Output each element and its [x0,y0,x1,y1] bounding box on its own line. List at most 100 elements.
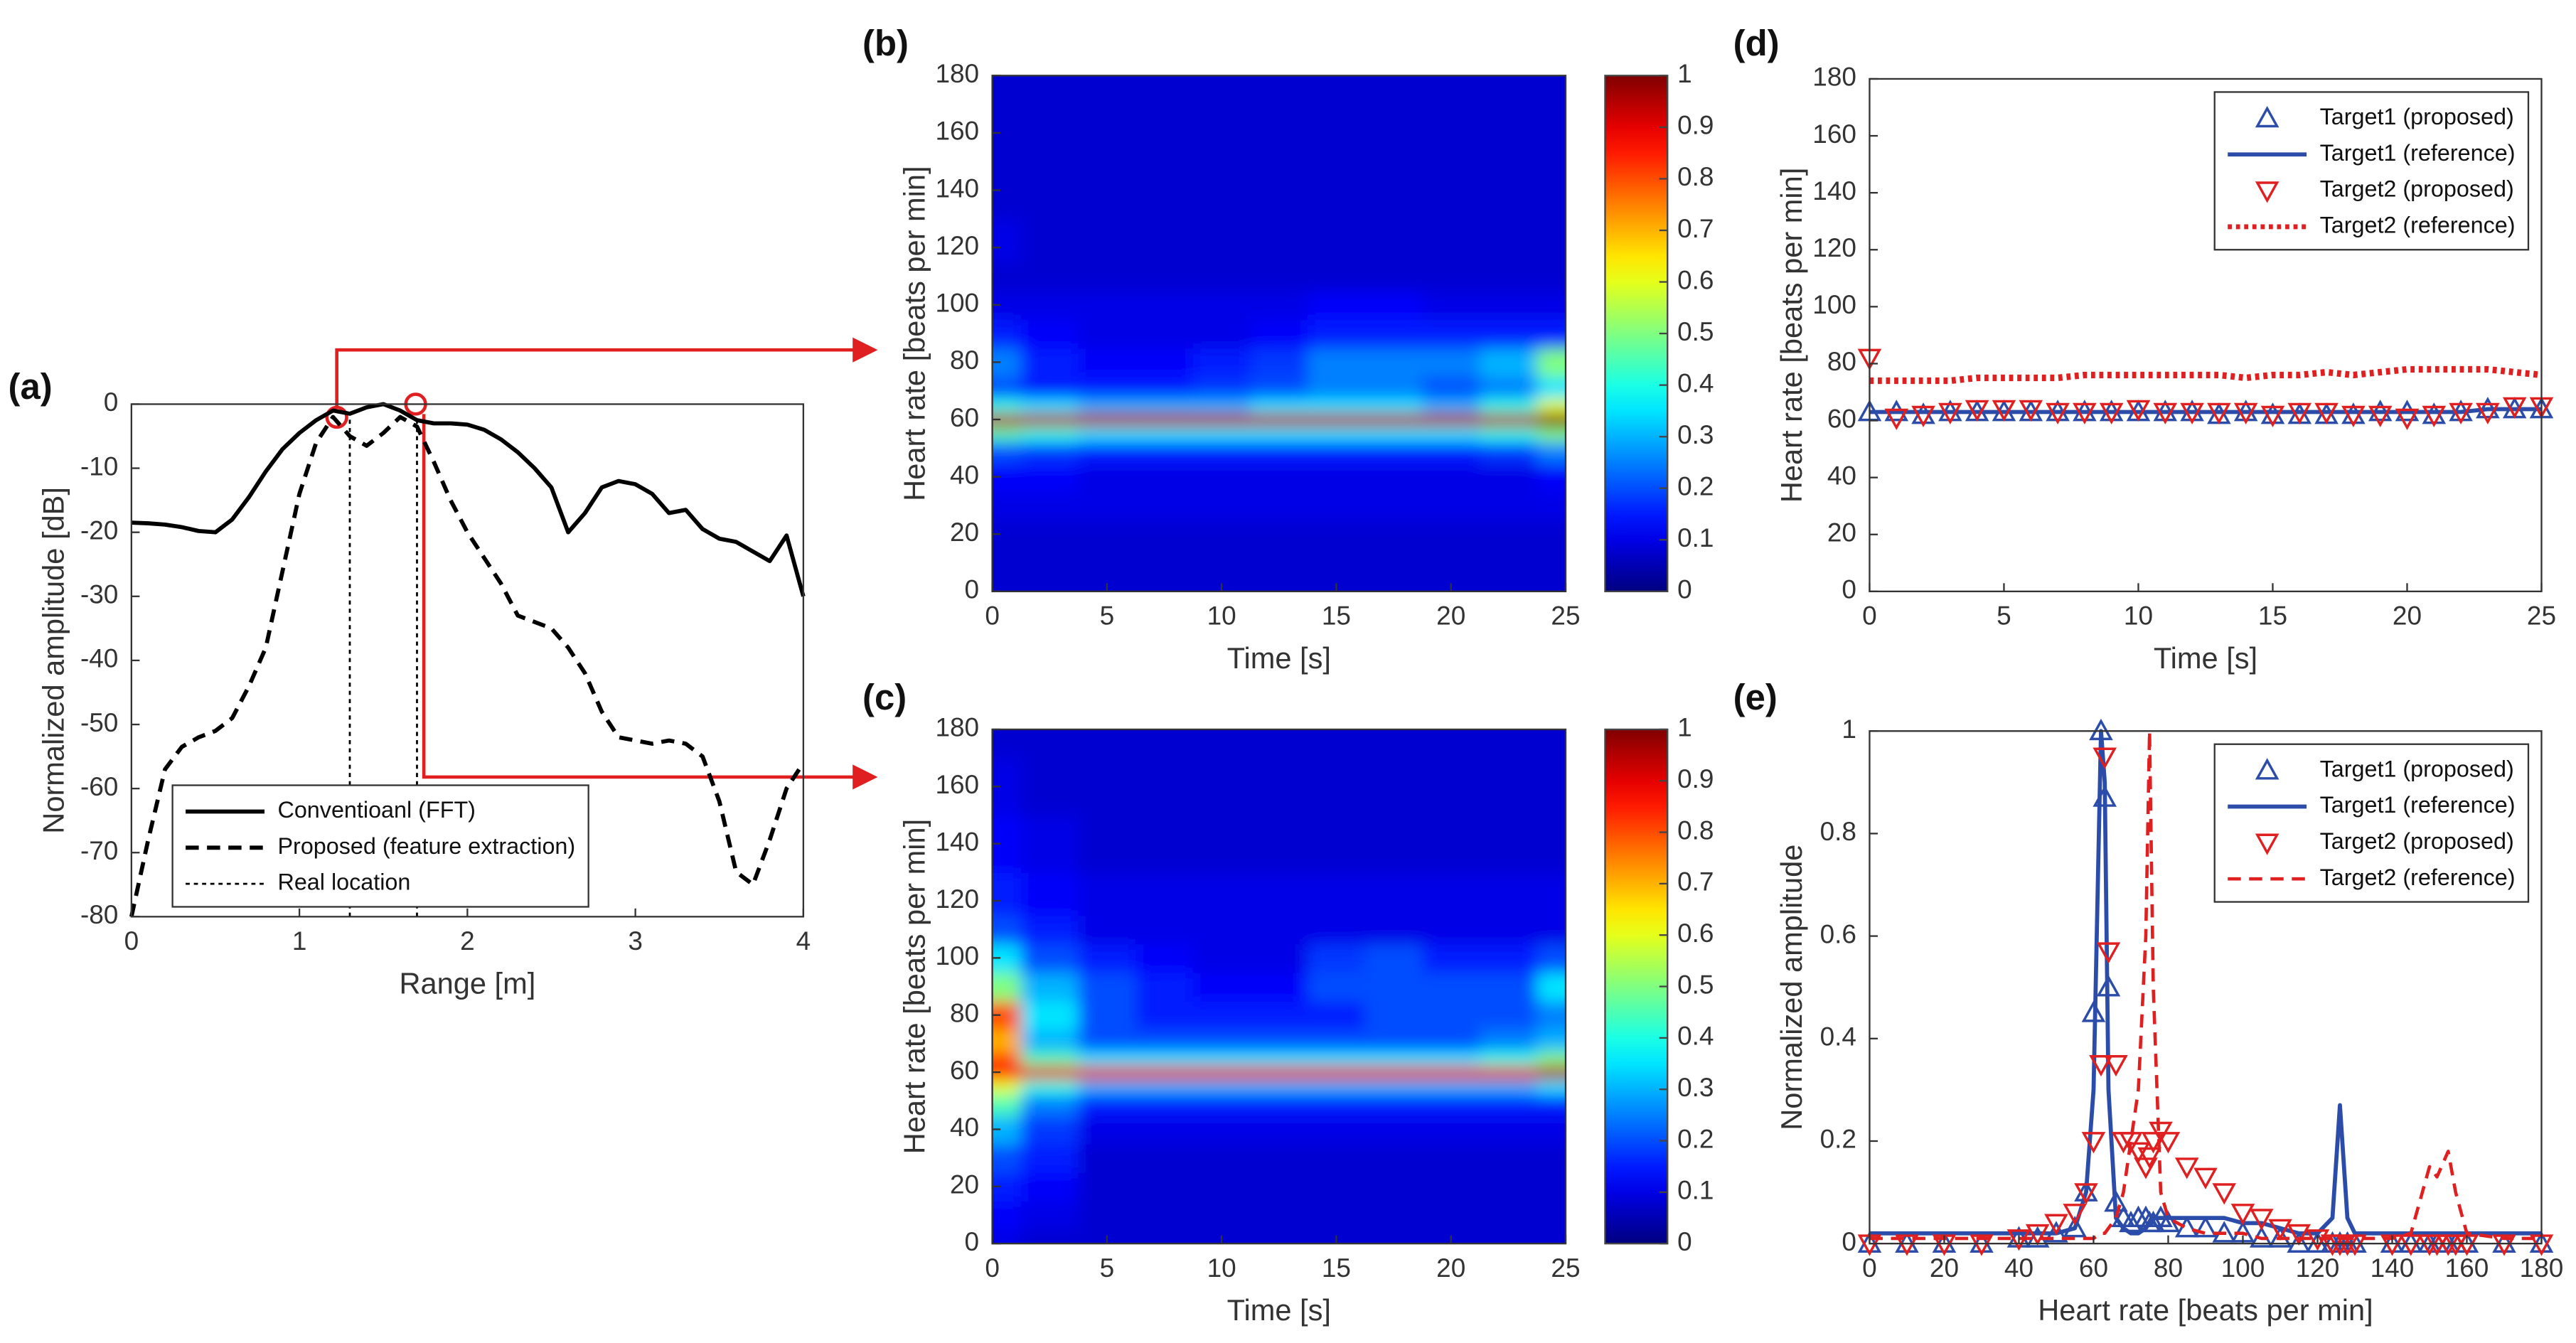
heatmap-cell [1308,397,1366,414]
heatmap-cell [1480,161,1538,220]
heatmap-cell [1536,161,1566,220]
heatmap-cell [1192,915,1251,945]
heatmap-cell [1480,943,1538,973]
heatmap-cell [1192,427,1251,442]
heatmap-cell [1250,872,1309,916]
x-tick-label: 10 [1207,1253,1236,1283]
heatmap-cell [1308,1029,1366,1052]
heatmap-cell [1135,915,1194,945]
heatmap-cell [1250,943,1309,973]
x-tick-label: 20 [1930,1253,1959,1283]
heatmap-cell [1250,75,1309,105]
heatmap [992,729,1566,1244]
heatmap-cell [1364,397,1423,414]
heatmap-cell [1308,1050,1366,1066]
heatmap-cell [1364,1172,1423,1202]
heatmap-cell [1135,1093,1194,1116]
heatmap-cell [1078,1000,1137,1030]
x-tick-label: 0 [985,1253,1000,1283]
heatmap-cell [1536,872,1566,916]
series-marker [2044,1214,2068,1236]
heatmap-cell [1192,161,1251,220]
y-tick-label: 160 [1812,119,1856,149]
colorbar-tick-label: 0.5 [1677,317,1714,346]
legend-label: Conventioanl (FFT) [277,797,475,823]
heatmap-cell [1020,218,1079,263]
heatmap-cell [1192,262,1251,291]
y-tick-label: 0.4 [1820,1022,1856,1052]
series-marker [2422,405,2447,427]
heatmap-cell [1250,1115,1309,1145]
y-tick-label: -20 [80,515,118,545]
heatmap-cell [1480,548,1538,578]
heatmap-cell [1020,1000,1079,1030]
heatmap-cell [1020,972,1079,1002]
heatmap-cell [1422,729,1481,759]
heatmap-cell [1192,1079,1251,1095]
heatmap-cell [1135,1200,1194,1231]
heatmap-cell [1135,75,1194,105]
legend: Target1 (proposed) Target1 (reference) Tar… [2213,91,2530,251]
y-tick-label: 80 [950,346,979,375]
heatmap-cell [1364,729,1423,759]
plot-lines [1857,718,2554,1256]
heatmap-cell [1135,577,1194,592]
connector-arrows [325,337,878,790]
heatmap-cell [1480,520,1538,550]
heatmap-cell [1250,462,1309,492]
heatmap-cell [1078,462,1137,492]
y-tick-label: 120 [935,231,979,260]
heatmap-cell [1078,290,1137,321]
heatmap-cell [1536,104,1566,163]
heatmap-cell [1364,412,1423,428]
heatmap-cell [1422,427,1481,442]
y-tick-label: 140 [1812,176,1856,205]
heatmap-cell [1020,75,1079,105]
series-marker [2287,1224,2312,1246]
heatmap-cell [1192,290,1251,321]
series-marker [2063,1216,2088,1238]
heatmap-cell [1480,491,1538,521]
heatmap-cell [1480,412,1538,428]
x-tick-label: 2 [460,926,475,956]
heatmap-cell [1536,1143,1566,1173]
heatmap-cell [1364,758,1423,816]
x-tick-label: 0 [1862,601,1877,631]
heatmap-cell [1135,815,1194,873]
heatmap-cell [1135,758,1194,816]
heatmap-cell [1135,218,1194,263]
heatmap-cell [1250,1079,1309,1095]
heatmap-cell [1135,1229,1194,1244]
heatmap-cell [1192,1029,1251,1052]
heatmap-cell [1480,1029,1538,1052]
heatmap-cell [992,376,1022,399]
heatmap-cell [1078,427,1137,442]
series-line [1869,365,2542,385]
x-tick-label: 10 [2124,601,2153,631]
heatmap-cell [1364,376,1423,399]
heatmap-cell [1308,262,1366,291]
heatmap-cell [1308,972,1366,1002]
heatmap-cell [992,548,1022,578]
heatmap-cell [1308,290,1366,321]
heatmap-cell [1422,1143,1481,1173]
heatmap-cell [1536,1229,1566,1244]
heatmap-cell [1364,75,1423,105]
heatmap-cell [1135,319,1194,349]
heatmap-cell [1192,491,1251,521]
heatmap-cell [1020,376,1079,399]
heatmap-cell [1250,1050,1309,1066]
series-marker [2153,402,2178,424]
x-tick-label: 25 [1551,1253,1580,1283]
heatmap-cell [1364,348,1423,378]
series-marker [2343,1234,2367,1256]
heatmap-cell [1135,427,1194,442]
heatmap-cell [1308,1079,1366,1095]
y-tick-label: 180 [1812,63,1856,92]
heatmap-cell [1078,972,1137,1002]
legend-label: Target1 (proposed) [2320,104,2514,129]
heatmap-cell [992,397,1022,414]
heatmap-cell [1308,1000,1366,1030]
heatmap-cell [992,262,1022,291]
